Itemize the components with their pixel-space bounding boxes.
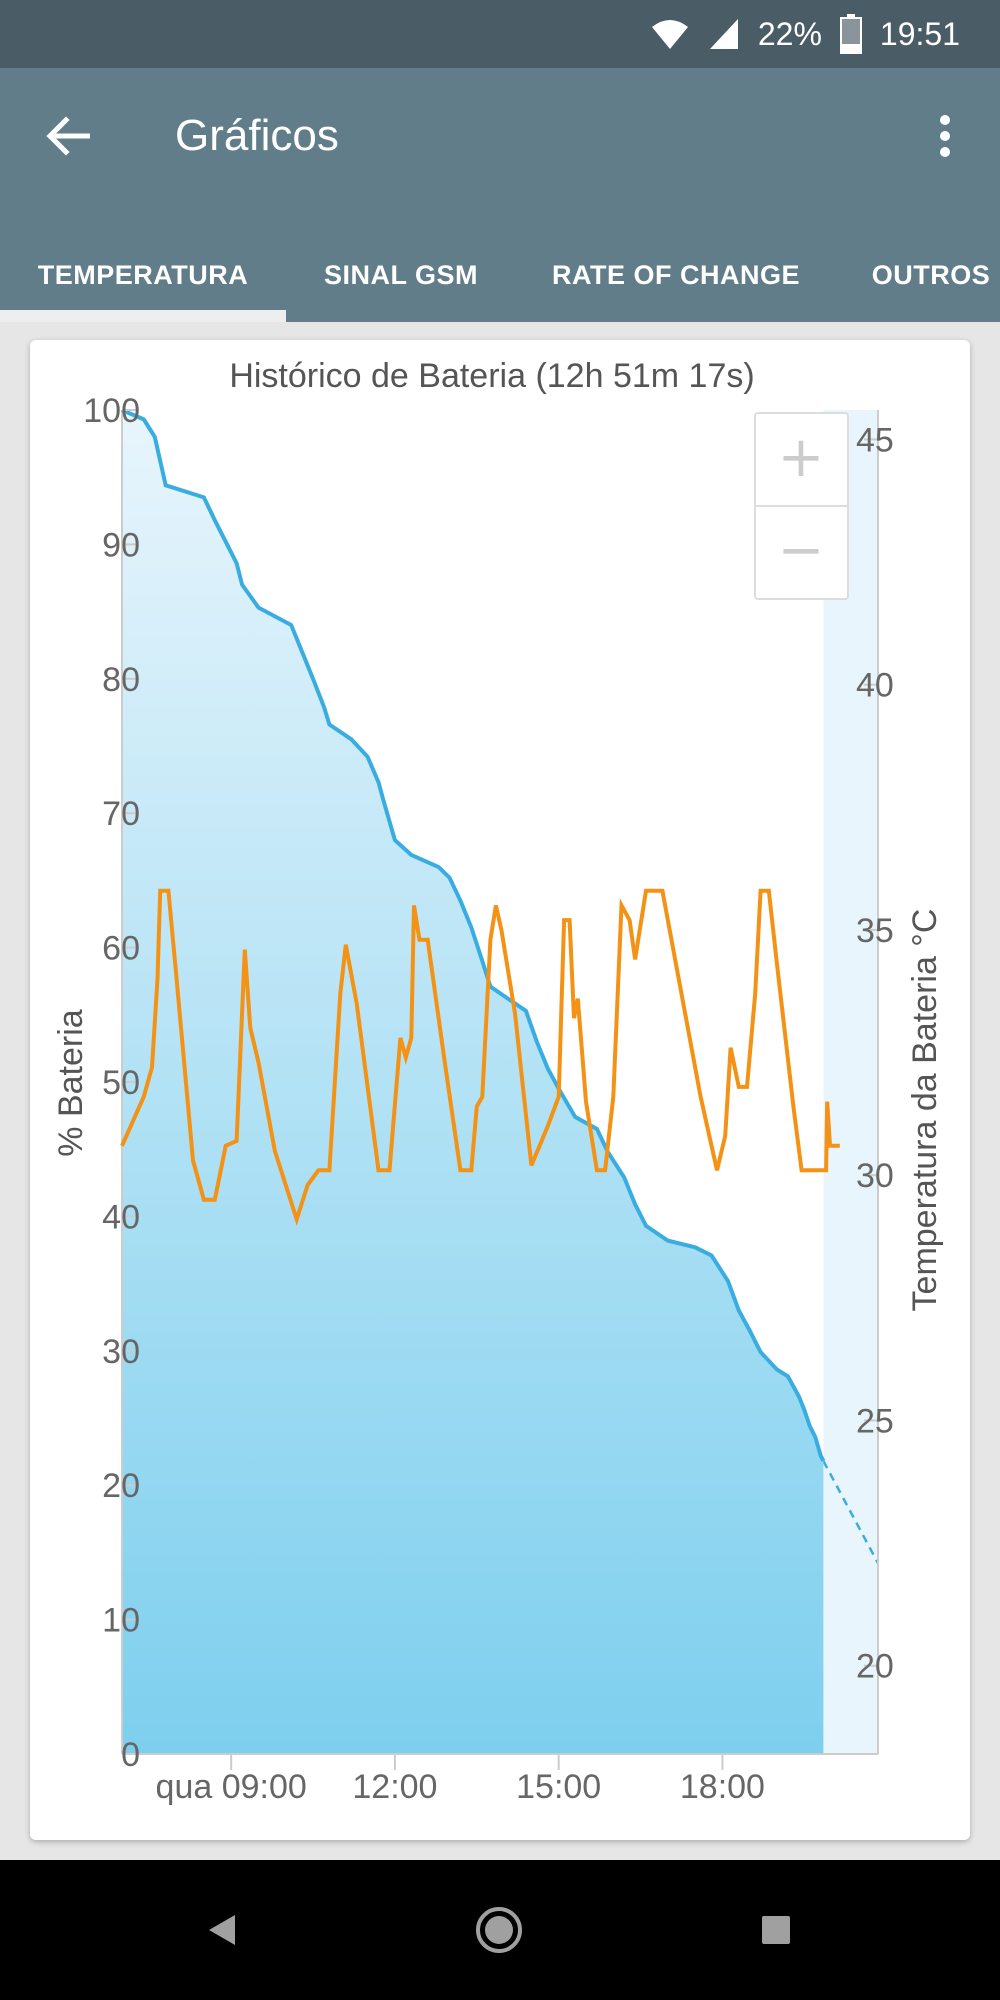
nav-home-button[interactable] <box>464 1895 534 1965</box>
y2-tick-label: 35 <box>856 912 894 950</box>
y-tick-label: 40 <box>102 1198 140 1236</box>
battery-history-chart[interactable]: Histórico de Bateria (12h 51m 17s) 0 10 20… <box>30 340 970 1840</box>
y2-tick-label: 20 <box>856 1648 894 1686</box>
y-tick-label: 60 <box>102 930 140 968</box>
y2-tick-label: 40 <box>856 667 894 705</box>
x-tick-label: 18:00 <box>680 1768 765 1806</box>
projection-region <box>823 410 878 1754</box>
y2-tick-label: 25 <box>856 1402 894 1440</box>
y-tick-label: 50 <box>102 1064 140 1102</box>
x-tick-label: 15:00 <box>516 1768 601 1806</box>
battery-series-line <box>121 408 826 1462</box>
y-tick-label: 0 <box>121 1736 140 1774</box>
status-bar: 22% 19:51 <box>0 0 1000 68</box>
chart-card: Histórico de Bateria (12h 51m 17s) 0 10 20… <box>30 340 970 1840</box>
y2-tick-label: 45 <box>856 421 894 459</box>
zoom-controls: + − <box>754 412 849 600</box>
zoom-in-icon: + <box>778 425 825 490</box>
x-tick-label: qua 09:00 <box>156 1768 307 1806</box>
battery-icon <box>839 14 862 54</box>
tab-indicator <box>0 310 286 322</box>
y2-tick-label: 30 <box>856 1157 894 1195</box>
tab-bar: TEMPERATURA SINAL GSM RATE OF CHANGE OUT… <box>0 228 1000 322</box>
arrow-back-icon <box>46 116 90 156</box>
zoom-out-button[interactable]: − <box>756 507 847 598</box>
y-axis-label: % Bateria <box>52 1009 90 1156</box>
chart-title: Histórico de Bateria (12h 51m 17s) <box>229 357 754 395</box>
battery-percent: 22% <box>757 15 822 52</box>
y-tick-label: 10 <box>102 1602 140 1640</box>
y-tick-label: 80 <box>102 661 140 699</box>
overflow-menu-button[interactable] <box>920 106 970 166</box>
y-tick-label: 90 <box>102 526 140 564</box>
y-tick-label: 20 <box>102 1467 140 1505</box>
wifi-icon <box>651 20 688 49</box>
nav-recents-icon <box>762 1916 790 1944</box>
tab-rate-of-change[interactable]: RATE OF CHANGE <box>552 259 800 290</box>
y-tick-label: 100 <box>83 392 140 430</box>
y2-axis-label: Temperatura da Bateria °C <box>906 909 944 1312</box>
battery-projection-line <box>822 1460 880 1564</box>
nav-recents-button[interactable] <box>741 1895 811 1965</box>
cell-signal-icon <box>709 19 738 49</box>
y-tick-label: 30 <box>102 1333 140 1371</box>
zoom-out-icon: − <box>778 518 825 583</box>
nav-home-icon <box>476 1907 522 1953</box>
navigation-bar <box>0 1860 1000 2000</box>
battery-area <box>122 410 824 1754</box>
zoom-in-button[interactable]: + <box>756 414 847 505</box>
y-tick-label: 70 <box>102 795 140 833</box>
app-bar: Gráficos TEMPERATURA SINAL GSM RATE OF C… <box>0 68 1000 322</box>
page-title: Gráficos <box>175 111 339 160</box>
clock: 19:51 <box>879 15 960 52</box>
nav-back-icon <box>209 1915 235 1945</box>
nav-back-button[interactable] <box>187 1895 257 1965</box>
more-vert-icon <box>940 115 950 157</box>
temperature-series-line <box>120 888 840 1226</box>
tab-temperatura[interactable]: TEMPERATURA <box>37 259 249 290</box>
tab-sinal-gsm[interactable]: SINAL GSM <box>323 259 478 290</box>
x-tick-label: 12:00 <box>352 1768 437 1806</box>
tab-outros[interactable]: OUTROS <box>871 259 991 290</box>
back-button[interactable] <box>38 106 98 166</box>
